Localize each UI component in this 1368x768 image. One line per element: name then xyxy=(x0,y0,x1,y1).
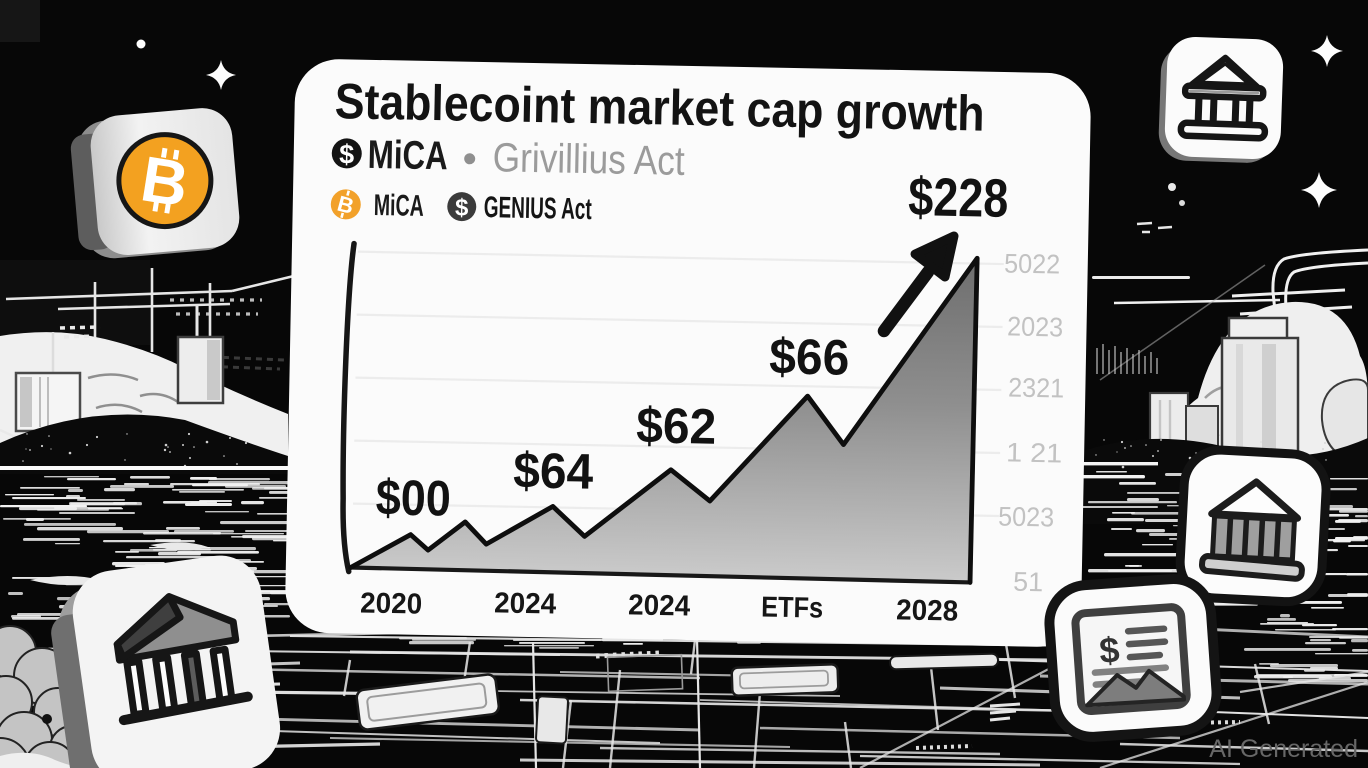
svg-text:$: $ xyxy=(455,195,470,222)
svg-text:$66: $66 xyxy=(769,328,850,386)
svg-text:AI Generated: AI Generated xyxy=(1209,735,1358,763)
svg-text:$64: $64 xyxy=(513,442,594,500)
svg-text:B: B xyxy=(335,191,357,219)
svg-text:MiCA: MiCA xyxy=(373,189,424,223)
svg-text:$: $ xyxy=(1098,629,1121,671)
svg-text:$: $ xyxy=(339,139,355,169)
svg-text:5023: 5023 xyxy=(998,501,1055,532)
svg-text:1 21: 1 21 xyxy=(1006,437,1063,468)
svg-text:Grivillius Act: Grivillius Act xyxy=(492,134,685,184)
svg-text:2024: 2024 xyxy=(494,587,557,620)
svg-text:2028: 2028 xyxy=(896,594,959,627)
svg-text:2024: 2024 xyxy=(628,589,691,622)
svg-text:$00: $00 xyxy=(375,469,451,526)
svg-text:MiCA: MiCA xyxy=(367,133,448,179)
svg-text:$228: $228 xyxy=(908,167,1009,229)
svg-text:5022: 5022 xyxy=(1004,248,1061,279)
svg-text:2020: 2020 xyxy=(360,587,423,620)
svg-text:$62: $62 xyxy=(636,397,717,455)
svg-text:2023: 2023 xyxy=(1007,311,1064,342)
svg-text:ETFs: ETFs xyxy=(761,591,824,624)
svg-text:GENIUS Act: GENIUS Act xyxy=(483,191,592,226)
svg-text:2321: 2321 xyxy=(1008,372,1065,403)
svg-text:51: 51 xyxy=(1013,567,1044,598)
svg-text:Stablecoint market cap growth: Stablecoint market cap growth xyxy=(334,73,985,141)
